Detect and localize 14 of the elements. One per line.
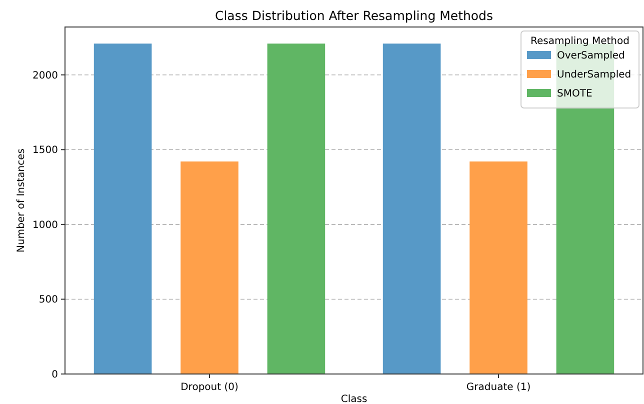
y-tick-label: 1500 [32, 145, 58, 156]
y-tick-label: 0 [52, 370, 58, 380]
legend-label: OverSampled [557, 50, 625, 62]
legend-label: SMOTE [557, 88, 592, 100]
y-tick-label: 1000 [32, 220, 58, 231]
x-tick-label: Dropout (0) [180, 382, 238, 393]
chart-title: Class Distribution After Resampling Methods [214, 8, 494, 23]
x-axis-title: Class [340, 394, 368, 404]
y-axis-title: Number of Instances [16, 148, 27, 252]
y-tick-label: 2000 [32, 70, 58, 82]
x-tick-label: Graduate (1) [466, 382, 531, 393]
legend-label: UnderSampled [557, 70, 632, 80]
y-tick-label: 500 [38, 294, 58, 306]
legend-title: Resampling Method [530, 36, 630, 47]
